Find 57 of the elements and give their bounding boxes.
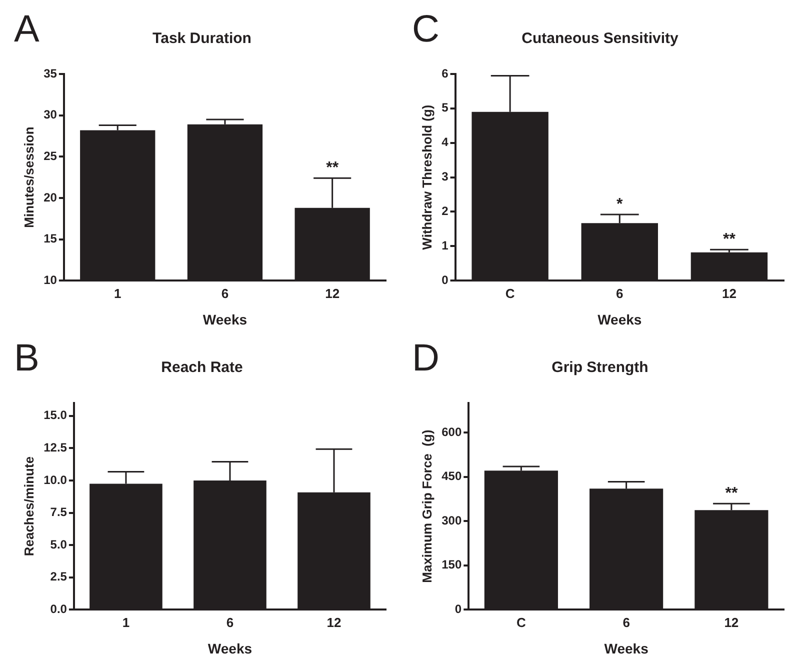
chart-title: Cutaneous Sensitivity bbox=[522, 30, 680, 48]
y-tick-label: 12.5 bbox=[44, 440, 68, 455]
text: B bbox=[14, 337, 40, 380]
y-tick-label: 0.0 bbox=[50, 602, 68, 616]
chart-title: Reach Rate bbox=[161, 359, 243, 376]
annotation: ** bbox=[722, 231, 736, 248]
y-tick-label: 0 bbox=[454, 602, 462, 616]
annotation: * bbox=[616, 196, 624, 213]
text: D bbox=[412, 337, 440, 380]
y-axis-title: Minutes/session bbox=[21, 126, 36, 228]
y-tick-label: 2 bbox=[442, 204, 449, 218]
x-tick-label: C bbox=[505, 286, 516, 301]
x-axis-title: Weeks bbox=[208, 640, 252, 656]
y-tick-label: 6 bbox=[442, 66, 449, 80]
y-tick-label: 150 bbox=[442, 558, 462, 572]
y-tick-label: 5 bbox=[442, 100, 449, 115]
y-tick-label: 4 bbox=[442, 135, 449, 150]
y-axis-title: Maximum Grip Force (g) bbox=[419, 430, 434, 583]
x-tick-label: 6 bbox=[622, 614, 630, 630]
x-tick-label: 12 bbox=[325, 286, 340, 301]
text: C bbox=[412, 8, 440, 50]
y-tick-label: 0 bbox=[442, 272, 449, 287]
x-axis-title: Weeks bbox=[604, 640, 649, 656]
y-tick-label: 2.5 bbox=[50, 570, 68, 584]
x-tick-label: C bbox=[516, 614, 526, 630]
y-tick-label: 7.5 bbox=[50, 505, 68, 520]
y-tick-label: 3 bbox=[442, 170, 449, 184]
y-tick-label: 10.0 bbox=[44, 472, 68, 487]
y-tick-label: 300 bbox=[442, 513, 462, 528]
x-tick-label: 6 bbox=[226, 614, 234, 630]
x-tick-label: 1 bbox=[122, 614, 130, 630]
y-tick-label: 30 bbox=[44, 108, 58, 122]
y-tick-label: 1 bbox=[442, 238, 449, 252]
text: A bbox=[14, 8, 40, 50]
y-tick-label: 10 bbox=[44, 272, 58, 287]
x-tick-label: 6 bbox=[221, 286, 229, 301]
x-tick-label: 12 bbox=[326, 614, 342, 630]
x-axis-title: Weeks bbox=[598, 311, 642, 328]
y-tick-label: 15.0 bbox=[44, 408, 68, 422]
y-tick-label: 25 bbox=[44, 148, 58, 163]
y-tick-label: 35 bbox=[44, 66, 58, 80]
y-tick-label: 5.0 bbox=[50, 537, 68, 552]
x-tick-label: 1 bbox=[114, 286, 122, 301]
x-tick-label: 12 bbox=[722, 286, 736, 301]
y-tick-label: 20 bbox=[44, 190, 58, 204]
y-axis-title: Reaches/minute bbox=[21, 456, 36, 556]
annotation: ** bbox=[326, 160, 340, 177]
y-axis-title: Withdraw Threshold (g) bbox=[419, 104, 434, 250]
chart-title: Grip Strength bbox=[552, 359, 648, 376]
chart-title: Task Duration bbox=[152, 30, 252, 48]
y-tick-label: 450 bbox=[442, 469, 462, 484]
y-tick-label: 600 bbox=[442, 424, 462, 439]
y-tick-label: 15 bbox=[44, 232, 58, 246]
x-tick-label: 12 bbox=[724, 614, 739, 630]
annotation: ** bbox=[725, 485, 738, 502]
x-tick-label: 6 bbox=[616, 286, 624, 301]
x-axis-title: Weeks bbox=[202, 311, 248, 328]
